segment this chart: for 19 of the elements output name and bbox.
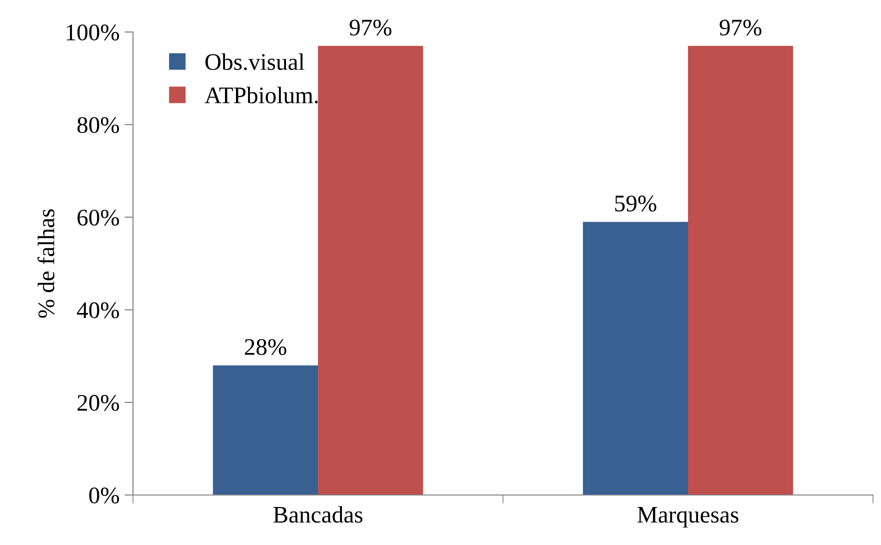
y-tick-label: 40% bbox=[76, 302, 119, 318]
y-axis-title: % de falhas bbox=[38, 209, 54, 318]
bar bbox=[212, 365, 318, 495]
y-tick-label: 100% bbox=[66, 24, 119, 40]
data-label: 28% bbox=[244, 339, 286, 356]
y-tick-label: 80% bbox=[77, 117, 119, 134]
data-label: 59% bbox=[615, 196, 656, 212]
y-tick-label: 60% bbox=[78, 210, 119, 226]
y-tick-label: 0% bbox=[89, 487, 119, 504]
y-tick-label: 20% bbox=[78, 394, 119, 411]
bar bbox=[582, 222, 688, 495]
legend-label: Obs.visual bbox=[205, 53, 304, 70]
bar bbox=[688, 46, 794, 495]
legend-label: ATPbiolum. bbox=[204, 86, 318, 104]
data-label: 97% bbox=[350, 20, 392, 36]
bar bbox=[318, 46, 424, 495]
x-tick-label: Bancadas bbox=[273, 506, 362, 523]
data-label: 97% bbox=[720, 20, 762, 36]
x-tick-label: Marquesas bbox=[638, 507, 738, 528]
